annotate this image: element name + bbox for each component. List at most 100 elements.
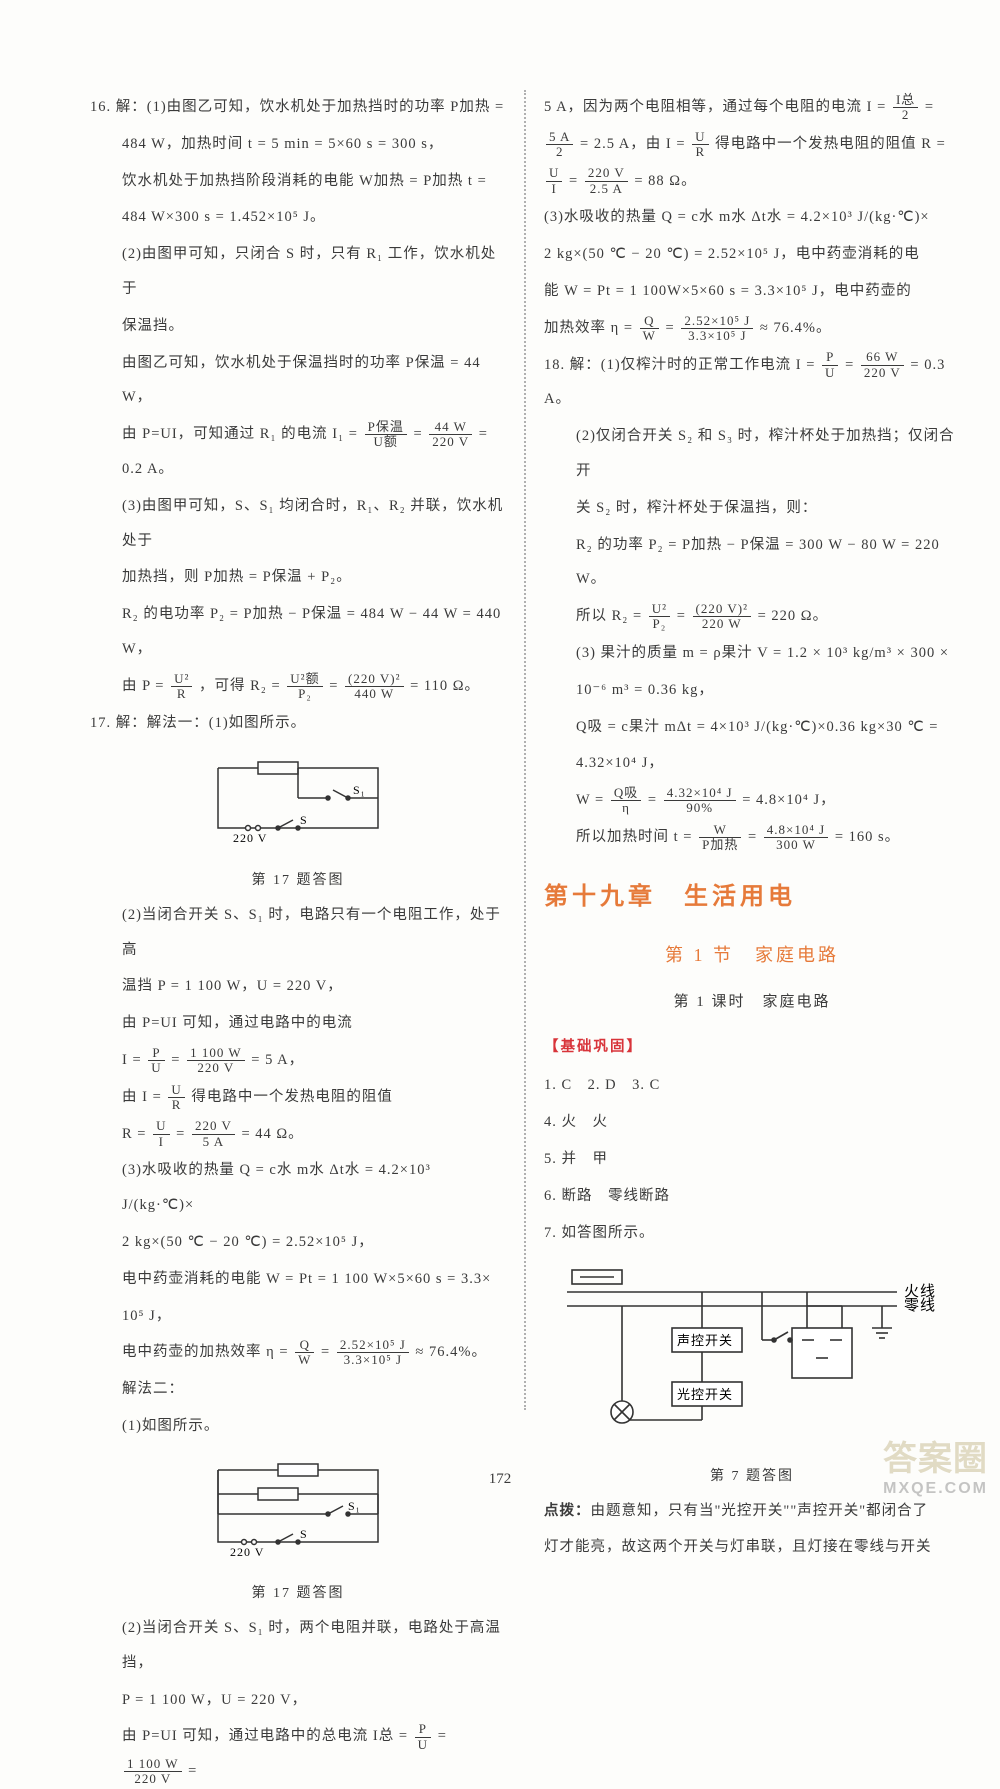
- q17-caption-1: 第 17 题答图: [90, 864, 506, 898]
- r17-l2: 5 A2 = 2.5 A，由 I = UR 得电路中一个发热电阻的阻值 R =: [544, 127, 960, 162]
- watermark-line2: MXQE.COM: [883, 1480, 988, 1498]
- t: 由 P=UI 可知，通过电路中的总电流 I总 =: [122, 1728, 408, 1744]
- q17-caption-2: 第 17 题答图: [90, 1577, 506, 1611]
- s1-label: S₁: [353, 783, 366, 797]
- frac: 5 A2: [546, 130, 573, 160]
- v-label: 220 V: [233, 831, 267, 845]
- s1-label: S₁: [348, 1499, 361, 1513]
- q18-l8: Q吸 = c果汁 mΔt = 4×10³ J/(kg·℃)×0.36 kg×30…: [544, 710, 960, 745]
- ans-7: 7. 如答图所示。: [544, 1216, 960, 1251]
- light-label: 光控开关: [677, 1387, 733, 1402]
- t: =: [748, 829, 762, 845]
- t: 18. 解：(1)仅榨汁时的正常工作电流 I =: [544, 357, 815, 373]
- ans-4: 4. 火 火: [544, 1105, 960, 1140]
- page: 16. 解：(1)由图乙可知，饮水机处于加热挡时的功率 P加热 = 484 W，…: [0, 0, 1000, 1440]
- q16-l7: 由图乙可知，饮水机处于保温挡时的功率 P保温 = 44 W，: [90, 346, 506, 416]
- frac: P保温U额: [365, 420, 407, 450]
- t: = 88 Ω。: [634, 173, 696, 189]
- frac: 66 W220 V: [861, 350, 904, 380]
- r17-l6: 能 W = Pt = 1 100W×5×60 s = 3.3×10⁵ J，电中药…: [544, 274, 960, 309]
- frac: UR: [168, 1083, 184, 1113]
- q17-l11: 10⁵ J，: [90, 1299, 506, 1334]
- frac: 220 V2.5 A: [585, 166, 628, 196]
- q17-l7: R = UI = 220 V5 A = 44 Ω。: [90, 1117, 506, 1152]
- frac: 2.52×10⁵ J3.3×10⁵ J: [337, 1338, 409, 1368]
- t: 由 P =: [122, 678, 164, 694]
- basics-tag: 【基础巩固】: [544, 1030, 960, 1065]
- t: =: [845, 357, 859, 373]
- right-column: 5 A，因为两个电阻相等，通过每个电阻的电流 I = I总2 = 5 A2 = …: [544, 90, 960, 1410]
- q16-l8: 由 P=UI，可知通过 R₁ 的电流 I₁ = P保温U额 = 44 W220 …: [90, 417, 506, 487]
- t: =: [413, 426, 427, 442]
- r17-l3: UI = 220 V2.5 A = 88 Ω。: [544, 164, 960, 199]
- q18-l11: 所以加热时间 t = WP加热 = 4.8×10⁴ J300 W = 160 s…: [544, 820, 960, 855]
- ans-5: 5. 并 甲: [544, 1142, 960, 1177]
- t: 由 P=UI，可知通过 R₁ 的电流 I₁ =: [122, 426, 358, 442]
- hint-2: 灯才能亮，故这两个开关与灯串联，且灯接在零线与开关: [544, 1530, 960, 1565]
- frac: 44 W220 V: [429, 420, 472, 450]
- t: 得电路中一个发热电阻的阻值 R =: [715, 136, 946, 152]
- frac: (220 V)²440 W: [345, 672, 403, 702]
- q17-l14: (1)如图所示。: [90, 1409, 506, 1444]
- q18-l3: 关 S₂ 时，榨汁杯处于保温挡，则：: [544, 491, 960, 526]
- q16-l2: 484 W，加热时间 t = 5 min = 5×60 s = 300 s，: [90, 127, 506, 162]
- ans-1-3: 1. C 2. D 3. C: [544, 1068, 960, 1103]
- q18-l1: 18. 解：(1)仅榨汁时的正常工作电流 I = PU = 66 W220 V …: [544, 348, 960, 418]
- fig7-svg: 火线 零线 声控开关 光控开关: [552, 1262, 952, 1442]
- t: = 44 Ω。: [241, 1126, 303, 1142]
- t: 得电路中一个发热电阻的阻值: [191, 1089, 393, 1105]
- zero-label: 零线: [904, 1297, 936, 1314]
- frac: 4.32×10⁴ J90%: [664, 786, 736, 816]
- frac: QW: [640, 314, 659, 344]
- circuit-svg-2: 220 V S₁ S: [188, 1452, 408, 1562]
- frac: UI: [153, 1119, 169, 1149]
- t: =: [171, 1052, 185, 1068]
- t: = 110 Ω。: [410, 678, 480, 694]
- q17-l8: (3)水吸收的热量 Q = c水 m水 Δt水 = 4.2×10³ J/(kg·…: [90, 1153, 506, 1223]
- q17-l3: 温挡 P = 1 100 W，U = 220 V，: [90, 969, 506, 1004]
- q17-l15: (2)当闭合开关 S、S₁ 时，两个电阻并联，电路处于高温挡，: [90, 1611, 506, 1681]
- t: =: [666, 320, 680, 336]
- q17-l2: (2)当闭合开关 S、S₁ 时，电路只有一个电阻工作，处于高: [90, 898, 506, 968]
- r17-l4: (3)水吸收的热量 Q = c水 m水 Δt水 = 4.2×10³ J/(kg·…: [544, 200, 960, 235]
- t: =: [648, 792, 662, 808]
- s-label: S: [300, 1527, 308, 1541]
- t: =: [677, 608, 691, 624]
- r17-l1: 5 A，因为两个电阻相等，通过每个电阻的电流 I = I总2 =: [544, 90, 960, 125]
- q17-l16: P = 1 100 W，U = 220 V，: [90, 1683, 506, 1718]
- frac: UI: [546, 166, 562, 196]
- q17-l1: 17. 解：解法一：(1)如图所示。: [90, 706, 506, 741]
- sound-label: 声控开关: [677, 1333, 733, 1348]
- frac: U²R: [171, 672, 192, 702]
- q17-l13: 解法二：: [90, 1372, 506, 1407]
- q16-l9: (3)由图甲可知，S、S₁ 均闭合时，R₁、R₂ 并联，饮水机处于: [90, 489, 506, 559]
- left-column: 16. 解：(1)由图乙可知，饮水机处于加热挡时的功率 P加热 = 484 W，…: [90, 90, 506, 1410]
- t: 由题意知，只有当"光控开关""声控开关"都闭合了: [591, 1503, 929, 1519]
- q18-l4: R₂ 的功率 P₂ = P加热 − P保温 = 300 W − 80 W = 2…: [544, 528, 960, 598]
- t: =: [569, 173, 583, 189]
- fig7: 火线 零线 声控开关 光控开关: [544, 1262, 960, 1456]
- frac: UR: [692, 130, 708, 160]
- t: =: [925, 99, 934, 115]
- frac: PU: [822, 350, 838, 380]
- q18-l5: 所以 R₂ = U²P₂ = (220 V)²220 W = 220 Ω。: [544, 599, 960, 634]
- q16-l11: R₂ 的电功率 P₂ = P加热 − P保温 = 484 W − 44 W = …: [90, 597, 506, 667]
- q16-l5: (2)由图甲可知，只闭合 S 时，只有 R₁ 工作，饮水机处于: [90, 237, 506, 307]
- page-number: 172: [0, 1471, 1000, 1488]
- q17-l5: I = PU = 1 100 W220 V = 5 A，: [90, 1043, 506, 1078]
- t: 所以加热时间 t =: [576, 829, 692, 845]
- v-label: 220 V: [230, 1545, 264, 1559]
- t: =: [321, 1344, 335, 1360]
- t: =: [438, 1728, 447, 1744]
- t: 加热效率 η =: [544, 320, 633, 336]
- ans-6: 6. 断路 零线断路: [544, 1179, 960, 1214]
- t: = 220 Ω。: [758, 608, 828, 624]
- frac: QW: [295, 1338, 314, 1368]
- t: R =: [122, 1126, 146, 1142]
- q16-l6: 保温挡。: [90, 309, 506, 344]
- hint-pre: 点拨：: [544, 1503, 591, 1519]
- t: 由 I =: [122, 1089, 162, 1105]
- t: = 160 s。: [835, 829, 900, 845]
- frac: 4.8×10⁴ J300 W: [764, 823, 828, 853]
- frac: I总2: [893, 93, 918, 123]
